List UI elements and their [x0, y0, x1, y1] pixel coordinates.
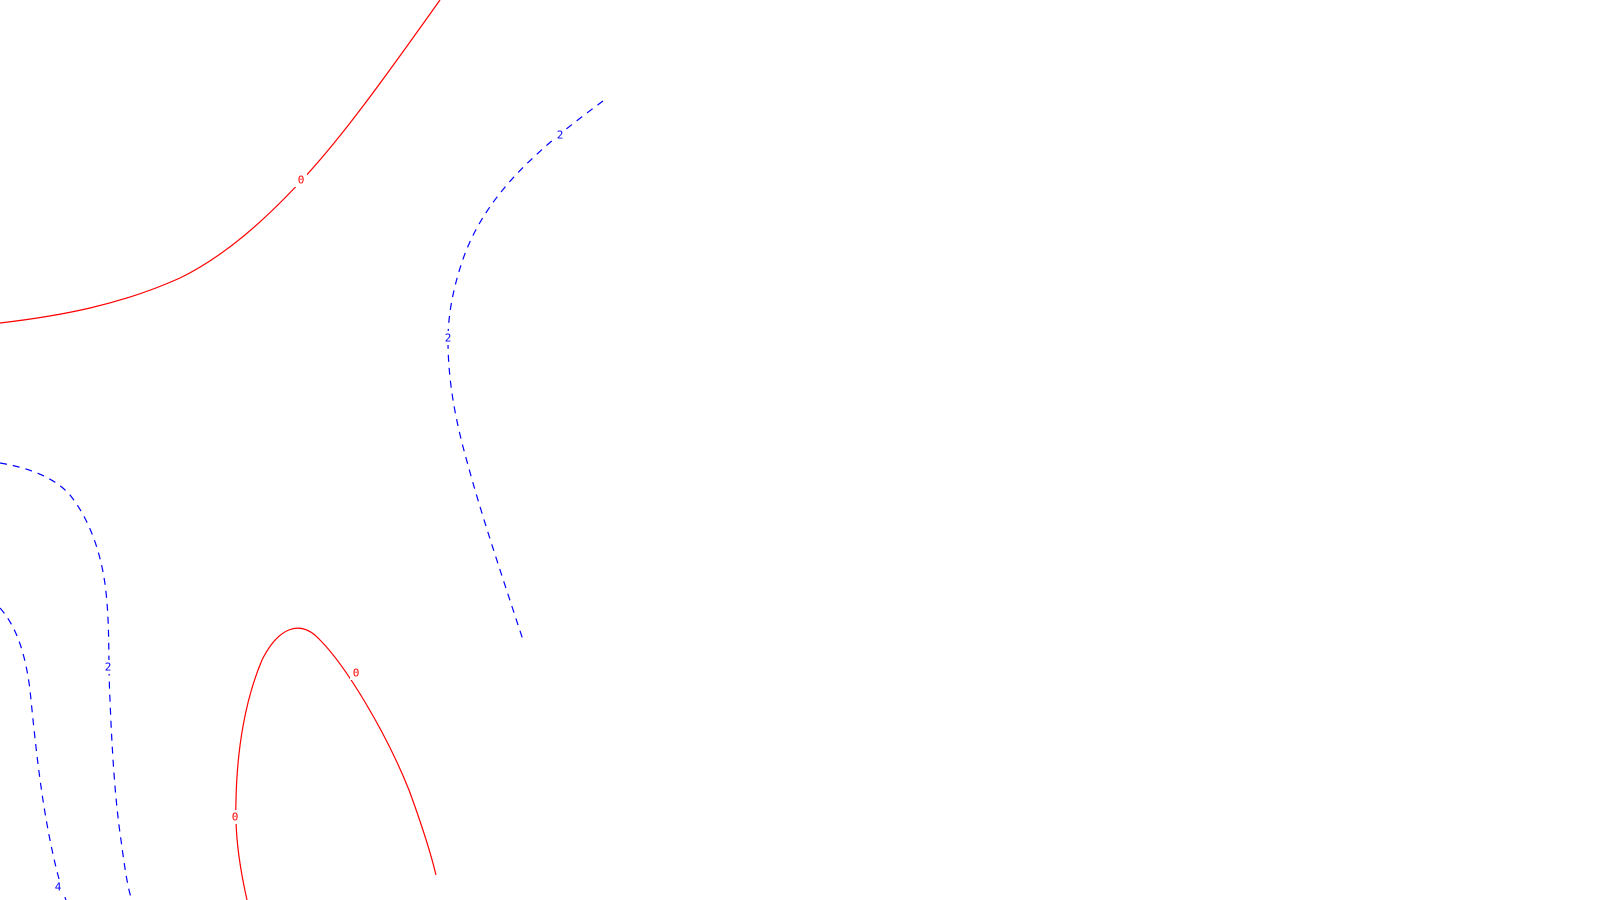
contour-label-0: 0: [232, 811, 239, 824]
contour-line-2-center: [447, 100, 604, 641]
label-2-left: 2: [102, 660, 114, 674]
contour-line-0-top-left: [0, 0, 441, 324]
contour-line-2-left: [0, 462, 133, 900]
contour-label-2: 2: [557, 129, 564, 142]
contour-label-2: 2: [445, 332, 452, 345]
label-0-arch-left: 0: [229, 810, 241, 824]
label-2-center-mid: 2: [442, 331, 454, 345]
contour-label-0: 0: [298, 174, 305, 187]
contour-label-2: 2: [105, 661, 112, 674]
contour-label-4: 4: [55, 881, 62, 894]
contour-line-0-bottom-arch: [235, 627, 437, 900]
contour-label-0: 0: [353, 667, 360, 680]
label-2-center-top: 2: [554, 128, 566, 142]
label-4-far-left: 4: [52, 880, 64, 894]
label-0-arch-right: 0: [350, 666, 362, 680]
contour-line-4-far-left: [0, 607, 67, 900]
label-0-top-left: 0: [295, 173, 307, 187]
